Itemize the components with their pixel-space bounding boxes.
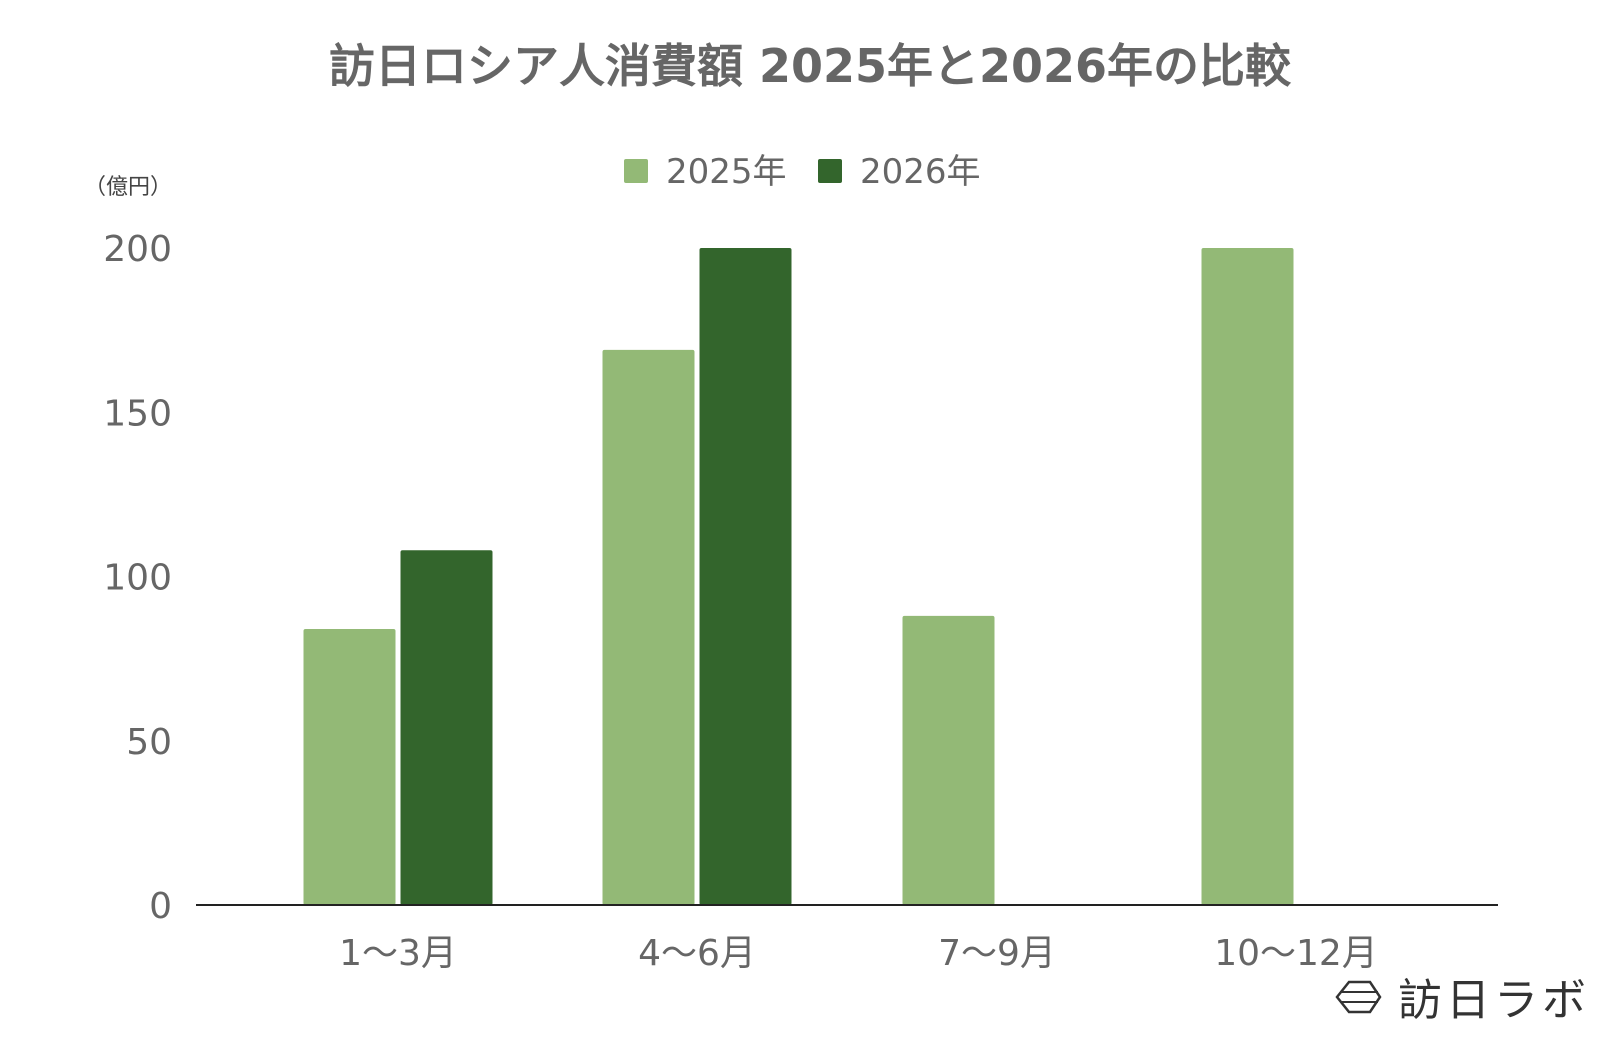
legend-label: 2026年 <box>860 152 981 192</box>
brand-logo: 訪日ラボ <box>1335 975 1590 1026</box>
hexagon-logo-icon <box>1335 980 1382 1014</box>
y-tick-label: 200 <box>103 229 172 270</box>
x-tick-label: 10〜12月 <box>1214 933 1378 974</box>
bars <box>303 248 1294 906</box>
bar-2025年-10〜12月 <box>1201 248 1294 905</box>
x-axis: 1〜3月 4〜6月 7〜9月 10〜12月 <box>339 933 1378 974</box>
x-tick-label: 1〜3月 <box>339 933 457 974</box>
bar-2026年-1〜3月 <box>400 550 493 905</box>
legend-swatch <box>624 159 648 183</box>
bar-2026年-4〜6月 <box>699 248 792 905</box>
bar-2025年-4〜6月 <box>602 349 695 906</box>
y-tick-label: 50 <box>126 722 172 763</box>
y-axis-unit-label: （億円） <box>84 175 172 200</box>
chart-title: 訪日ロシア人消費額 2025年と2026年の比較 <box>329 39 1292 93</box>
bar-2025年-7〜9月 <box>902 615 995 905</box>
bar-2025年-1〜3月 <box>303 629 396 905</box>
x-tick-label: 4〜6月 <box>638 933 756 974</box>
y-tick-label: 0 <box>149 886 172 927</box>
legend-label: 2025年 <box>666 152 787 192</box>
y-axis: 0 50 100 150 200 <box>103 229 172 927</box>
legend-swatch <box>818 159 842 183</box>
x-tick-label: 7〜9月 <box>938 933 1056 974</box>
y-tick-label: 100 <box>103 558 172 599</box>
legend: 2025年 2026年 <box>624 152 981 192</box>
y-tick-label: 150 <box>103 393 172 434</box>
brand-name: 訪日ラボ <box>1398 975 1590 1026</box>
